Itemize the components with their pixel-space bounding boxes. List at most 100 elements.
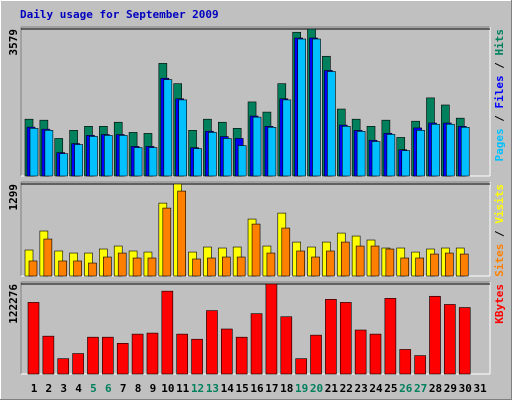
y-tick-label: 3579: [7, 29, 20, 56]
x-tick-label: 22: [340, 382, 353, 395]
x-tick-label: 13: [206, 382, 219, 395]
bar: [280, 316, 293, 375]
bar: [444, 304, 456, 375]
bar: [57, 358, 70, 375]
bar: [370, 245, 380, 277]
bar: [354, 329, 367, 375]
bar: [133, 147, 143, 177]
bar: [385, 248, 395, 277]
bar: [252, 116, 262, 177]
legend: KBytes: [493, 284, 506, 324]
x-tick-label: 31: [473, 382, 487, 395]
bar: [89, 136, 98, 177]
legend-separator: /: [493, 224, 506, 244]
bar: [148, 147, 158, 177]
bar: [356, 131, 366, 177]
x-tick-label: 4: [75, 382, 82, 395]
x-tick-label: 11: [176, 382, 190, 395]
bar: [327, 71, 336, 177]
bar: [310, 334, 322, 375]
bar: [221, 328, 233, 375]
bar: [43, 238, 53, 277]
bar: [446, 123, 455, 177]
bar: [340, 241, 350, 277]
bar: [312, 38, 321, 177]
x-tick-label: 21: [325, 382, 339, 395]
bar: [237, 145, 247, 177]
x-tick-label: 23: [355, 382, 368, 395]
bar: [236, 256, 246, 277]
x-tick-label: 5: [90, 382, 97, 395]
bar: [416, 130, 425, 177]
bar: [235, 336, 248, 375]
bar: [250, 313, 263, 375]
legend-entry: Files: [493, 75, 506, 108]
bar: [191, 338, 203, 375]
bar: [88, 262, 97, 277]
legend-entry: Hits: [493, 29, 506, 56]
bar: [206, 310, 218, 375]
x-tick-label: 10: [161, 382, 174, 395]
bar: [116, 343, 129, 375]
bar: [339, 302, 352, 375]
bar: [415, 257, 424, 277]
bar: [296, 250, 305, 277]
x-tick-label: 14: [221, 382, 235, 395]
bar: [147, 257, 157, 277]
bar: [355, 245, 365, 277]
x-tick-label: 7: [120, 382, 127, 395]
x-tick-label: 20: [310, 382, 323, 395]
legend-separator: /: [493, 109, 506, 129]
bar: [193, 148, 202, 177]
bar: [28, 260, 38, 277]
bar: [297, 38, 306, 177]
bar: [445, 252, 454, 277]
bar: [295, 358, 307, 375]
x-tick-label: 27: [414, 382, 427, 395]
legend-separator: /: [493, 56, 506, 76]
x-tick-label: 16: [250, 382, 264, 395]
x-tick-label: 29: [444, 382, 457, 395]
x-tick-label: 30: [459, 382, 472, 395]
bar: [118, 135, 128, 177]
legend-entry: Pages: [493, 128, 506, 161]
x-tick-label: 15: [236, 382, 249, 395]
legend-entry: KBytes: [493, 284, 506, 324]
x-tick-label: 2: [46, 382, 53, 395]
x-tick-label: 1: [31, 382, 38, 395]
bar: [42, 335, 55, 375]
x-tick-label: 17: [265, 382, 278, 395]
bar: [267, 126, 277, 177]
bar: [251, 223, 261, 277]
bar: [208, 132, 217, 177]
bar: [59, 153, 69, 177]
bar: [386, 134, 396, 177]
bar: [222, 256, 231, 277]
bar: [414, 355, 426, 375]
x-tick-label: 25: [384, 382, 397, 395]
bar: [401, 150, 411, 177]
bar: [325, 299, 337, 375]
y-tick-label: 122276: [7, 284, 20, 324]
bar: [460, 126, 470, 177]
bar: [430, 253, 439, 277]
bar: [176, 333, 188, 375]
legend: Pages / Files / Hits: [493, 29, 506, 162]
bar: [369, 333, 382, 375]
bar: [192, 258, 201, 277]
legend-entry: Visits: [493, 184, 506, 224]
bar: [459, 253, 469, 277]
bar: [458, 307, 471, 375]
bar: [44, 130, 54, 177]
x-tick-label: 28: [429, 382, 442, 395]
bar: [27, 302, 40, 375]
bar: [161, 290, 174, 375]
bar: [265, 283, 278, 375]
x-tick-label: 9: [150, 382, 157, 395]
x-tick-label: 18: [280, 382, 293, 395]
bar: [266, 252, 276, 277]
bar: [341, 126, 351, 177]
bar: [282, 99, 292, 177]
bar: [223, 138, 232, 177]
